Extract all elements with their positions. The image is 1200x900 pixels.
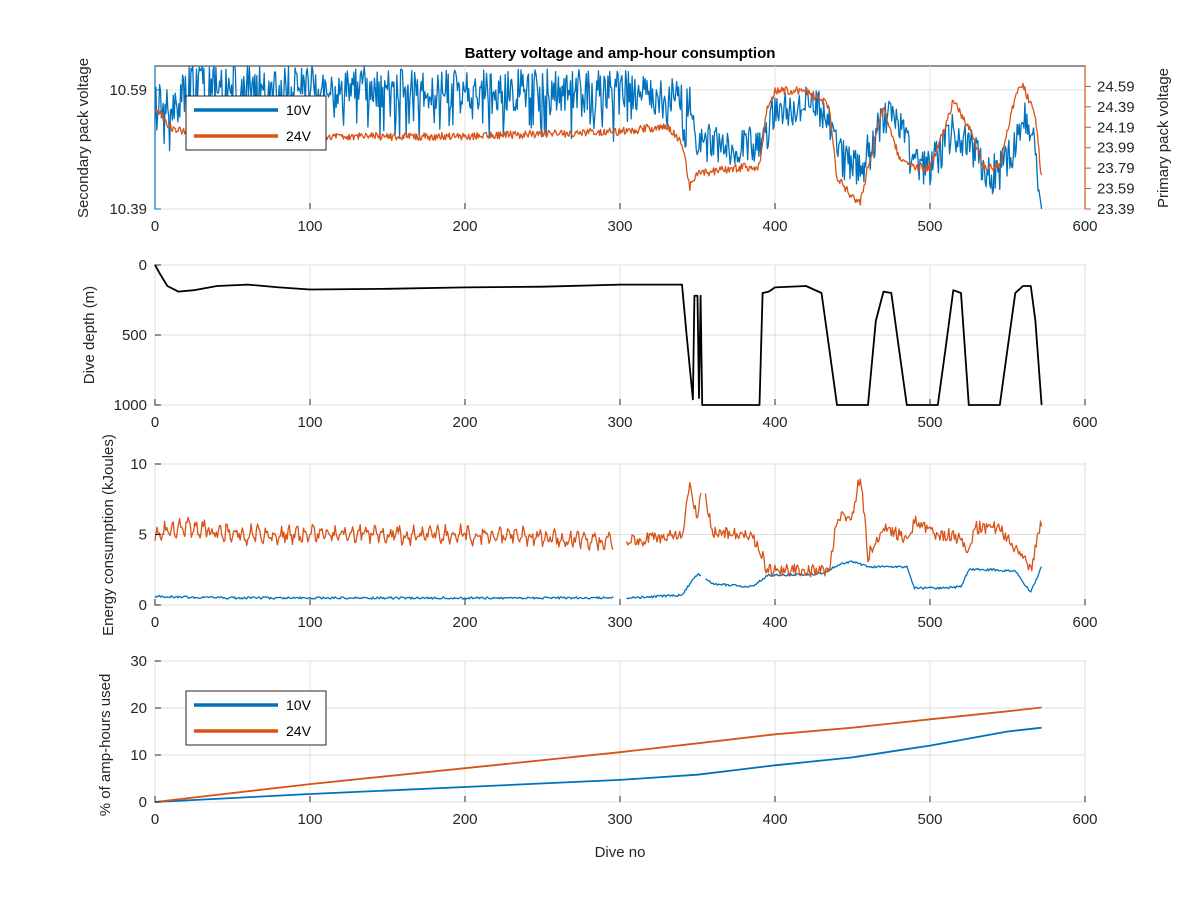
depth-ylabel: Dive depth (m) [81, 286, 98, 384]
voltage-panel: 0 100 200 300 400 500 600 10.39 10.59 23.39 23.59 2… [75, 58, 1172, 235]
amphours-xtick-label-600: 600 [1072, 811, 1097, 828]
voltage-legend-24v-label: 24V [286, 128, 312, 144]
amphours-legend: 10V 24V [185, 690, 327, 746]
voltage-xtick-label-200: 200 [452, 218, 477, 235]
energy-series-24v-line-seg2 [704, 478, 1043, 578]
depth-xtick-label-100: 100 [297, 414, 322, 431]
voltage-xtick-label-0: 0 [151, 218, 159, 235]
depth-axes: 0 100 200 300 400 500 600 0 500 1000 [114, 257, 1098, 431]
depth-series [154, 264, 1043, 406]
depth-xtick-label-600: 600 [1072, 414, 1097, 431]
depth-ytick-label-0: 0 [139, 257, 147, 274]
energy-ytick-label-10: 10 [130, 456, 147, 473]
energy-xtick-label-600: 600 [1072, 614, 1097, 631]
voltage-ytick-label-10.39: 10.39 [109, 201, 147, 218]
depth-ytick-label-500: 500 [122, 327, 147, 344]
energy-panel: 0 100 200 300 400 500 600 0 5 10 Energy consumpti… [100, 434, 1098, 636]
energy-series-24v-line [154, 516, 614, 552]
depth-xtick-label-400: 400 [762, 414, 787, 431]
amphours-legend-10v-label: 10V [286, 697, 312, 713]
depth-ytick-label-1000: 1000 [114, 397, 147, 414]
depth-xtick-label-500: 500 [917, 414, 942, 431]
energy-series-24v-line-seg1 [625, 482, 702, 547]
voltage-xtick-label-100: 100 [297, 218, 322, 235]
voltage-series-10v-line [154, 65, 1043, 210]
depth-panel: 0 100 200 300 400 500 600 0 500 1000 Dive depth (… [81, 257, 1098, 431]
amphours-ytick-label-20: 20 [130, 700, 147, 717]
energy-ylabel: Energy consumption (kJoules) [100, 434, 117, 636]
amphours-legend-box [185, 690, 327, 746]
amphours-xtick-label-100: 100 [297, 811, 322, 828]
voltage-right-tick-label-24.59: 24.59 [1097, 78, 1135, 95]
voltage-xtick-label-600: 600 [1072, 218, 1097, 235]
depth-series-depth-line [154, 264, 1043, 406]
amphours-xlabel: Dive no [595, 844, 646, 861]
energy-axes: 0 100 200 300 400 500 600 0 5 10 [130, 456, 1097, 631]
energy-xtick-label-0: 0 [151, 614, 159, 631]
voltage-ytick-label-10.59: 10.59 [109, 82, 147, 99]
energy-series [154, 478, 1043, 600]
voltage-right-tick-label-23.99: 23.99 [1097, 140, 1135, 157]
amphours-ytick-label-0: 0 [139, 794, 147, 811]
voltage-xtick-label-400: 400 [762, 218, 787, 235]
amphours-series [154, 706, 1042, 803]
energy-ytick-label-5: 5 [139, 527, 147, 544]
energy-series-10v-line-seg2 [705, 560, 1043, 593]
voltage-legend-box [185, 95, 327, 151]
amphours-axes: 0 100 200 300 400 500 600 0 10 20 30 [130, 653, 1097, 828]
voltage-right-tick-label-24.39: 24.39 [1097, 99, 1135, 116]
energy-xtick-label-500: 500 [917, 614, 942, 631]
depth-xtick-label-300: 300 [607, 414, 632, 431]
amphours-xtick-label-300: 300 [607, 811, 632, 828]
voltage-legend-10v-label: 10V [286, 102, 312, 118]
energy-ytick-label-0: 0 [139, 597, 147, 614]
energy-series-10v-line-seg1 [626, 572, 702, 600]
voltage-right-tick-label-23.79: 23.79 [1097, 160, 1135, 177]
voltage-right-tick-label-24.19: 24.19 [1097, 119, 1135, 136]
amphours-xtick-label-0: 0 [151, 811, 159, 828]
amphours-ytick-label-10: 10 [130, 747, 147, 764]
amphours-ylabel: % of amp-hours used [97, 674, 114, 817]
voltage-xtick-label-500: 500 [917, 218, 942, 235]
voltage-axes: 0 100 200 300 400 500 600 10.39 10.59 23.39 23.59 2… [109, 66, 1135, 235]
voltage-right-ylabel: Primary pack voltage [1155, 68, 1172, 208]
depth-xtick-label-200: 200 [452, 414, 477, 431]
amphours-xtick-label-500: 500 [917, 811, 942, 828]
amphours-xtick-label-400: 400 [762, 811, 787, 828]
voltage-left-ylabel: Secondary pack voltage [75, 58, 92, 218]
depth-xtick-label-0: 0 [151, 414, 159, 431]
amphours-series-24v-line [154, 706, 1042, 803]
amphours-series-10v-line [154, 726, 1042, 803]
voltage-right-tick-label-23.59: 23.59 [1097, 181, 1135, 198]
figure-title: Battery voltage and amp-hour consumption [465, 45, 776, 62]
energy-xtick-label-100: 100 [297, 614, 322, 631]
energy-xtick-label-400: 400 [762, 614, 787, 631]
amphours-legend-24v-label: 24V [286, 723, 312, 739]
amphours-xtick-label-200: 200 [452, 811, 477, 828]
voltage-legend: 10V 24V [185, 95, 327, 151]
amphours-panel: 0 100 200 300 400 500 600 0 10 20 30 % of amp-hour… [97, 653, 1098, 861]
energy-xtick-label-300: 300 [607, 614, 632, 631]
voltage-right-tick-label-23.39: 23.39 [1097, 201, 1135, 218]
energy-xtick-label-200: 200 [452, 614, 477, 631]
amphours-ytick-label-30: 30 [130, 653, 147, 670]
energy-series-10v-line [154, 594, 614, 600]
voltage-xtick-label-300: 300 [607, 218, 632, 235]
